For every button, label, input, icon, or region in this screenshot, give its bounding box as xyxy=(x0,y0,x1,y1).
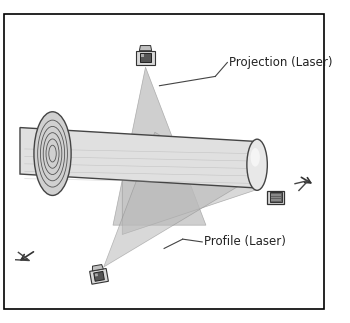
Ellipse shape xyxy=(251,148,260,167)
Ellipse shape xyxy=(34,112,71,195)
Polygon shape xyxy=(20,128,257,188)
Polygon shape xyxy=(94,271,104,281)
Polygon shape xyxy=(104,132,243,267)
Polygon shape xyxy=(270,192,281,202)
Polygon shape xyxy=(271,197,281,198)
Polygon shape xyxy=(95,273,98,276)
Polygon shape xyxy=(140,53,150,62)
Polygon shape xyxy=(90,268,108,284)
Polygon shape xyxy=(271,194,281,196)
Polygon shape xyxy=(136,51,155,65)
Text: Projection (Laser): Projection (Laser) xyxy=(229,56,333,69)
Ellipse shape xyxy=(247,139,267,190)
Text: Profile (Laser): Profile (Laser) xyxy=(204,235,286,248)
Polygon shape xyxy=(92,265,103,271)
Polygon shape xyxy=(141,54,145,57)
Polygon shape xyxy=(122,141,262,234)
Polygon shape xyxy=(113,67,206,225)
Polygon shape xyxy=(271,199,281,201)
Polygon shape xyxy=(267,191,284,203)
Polygon shape xyxy=(139,46,152,51)
